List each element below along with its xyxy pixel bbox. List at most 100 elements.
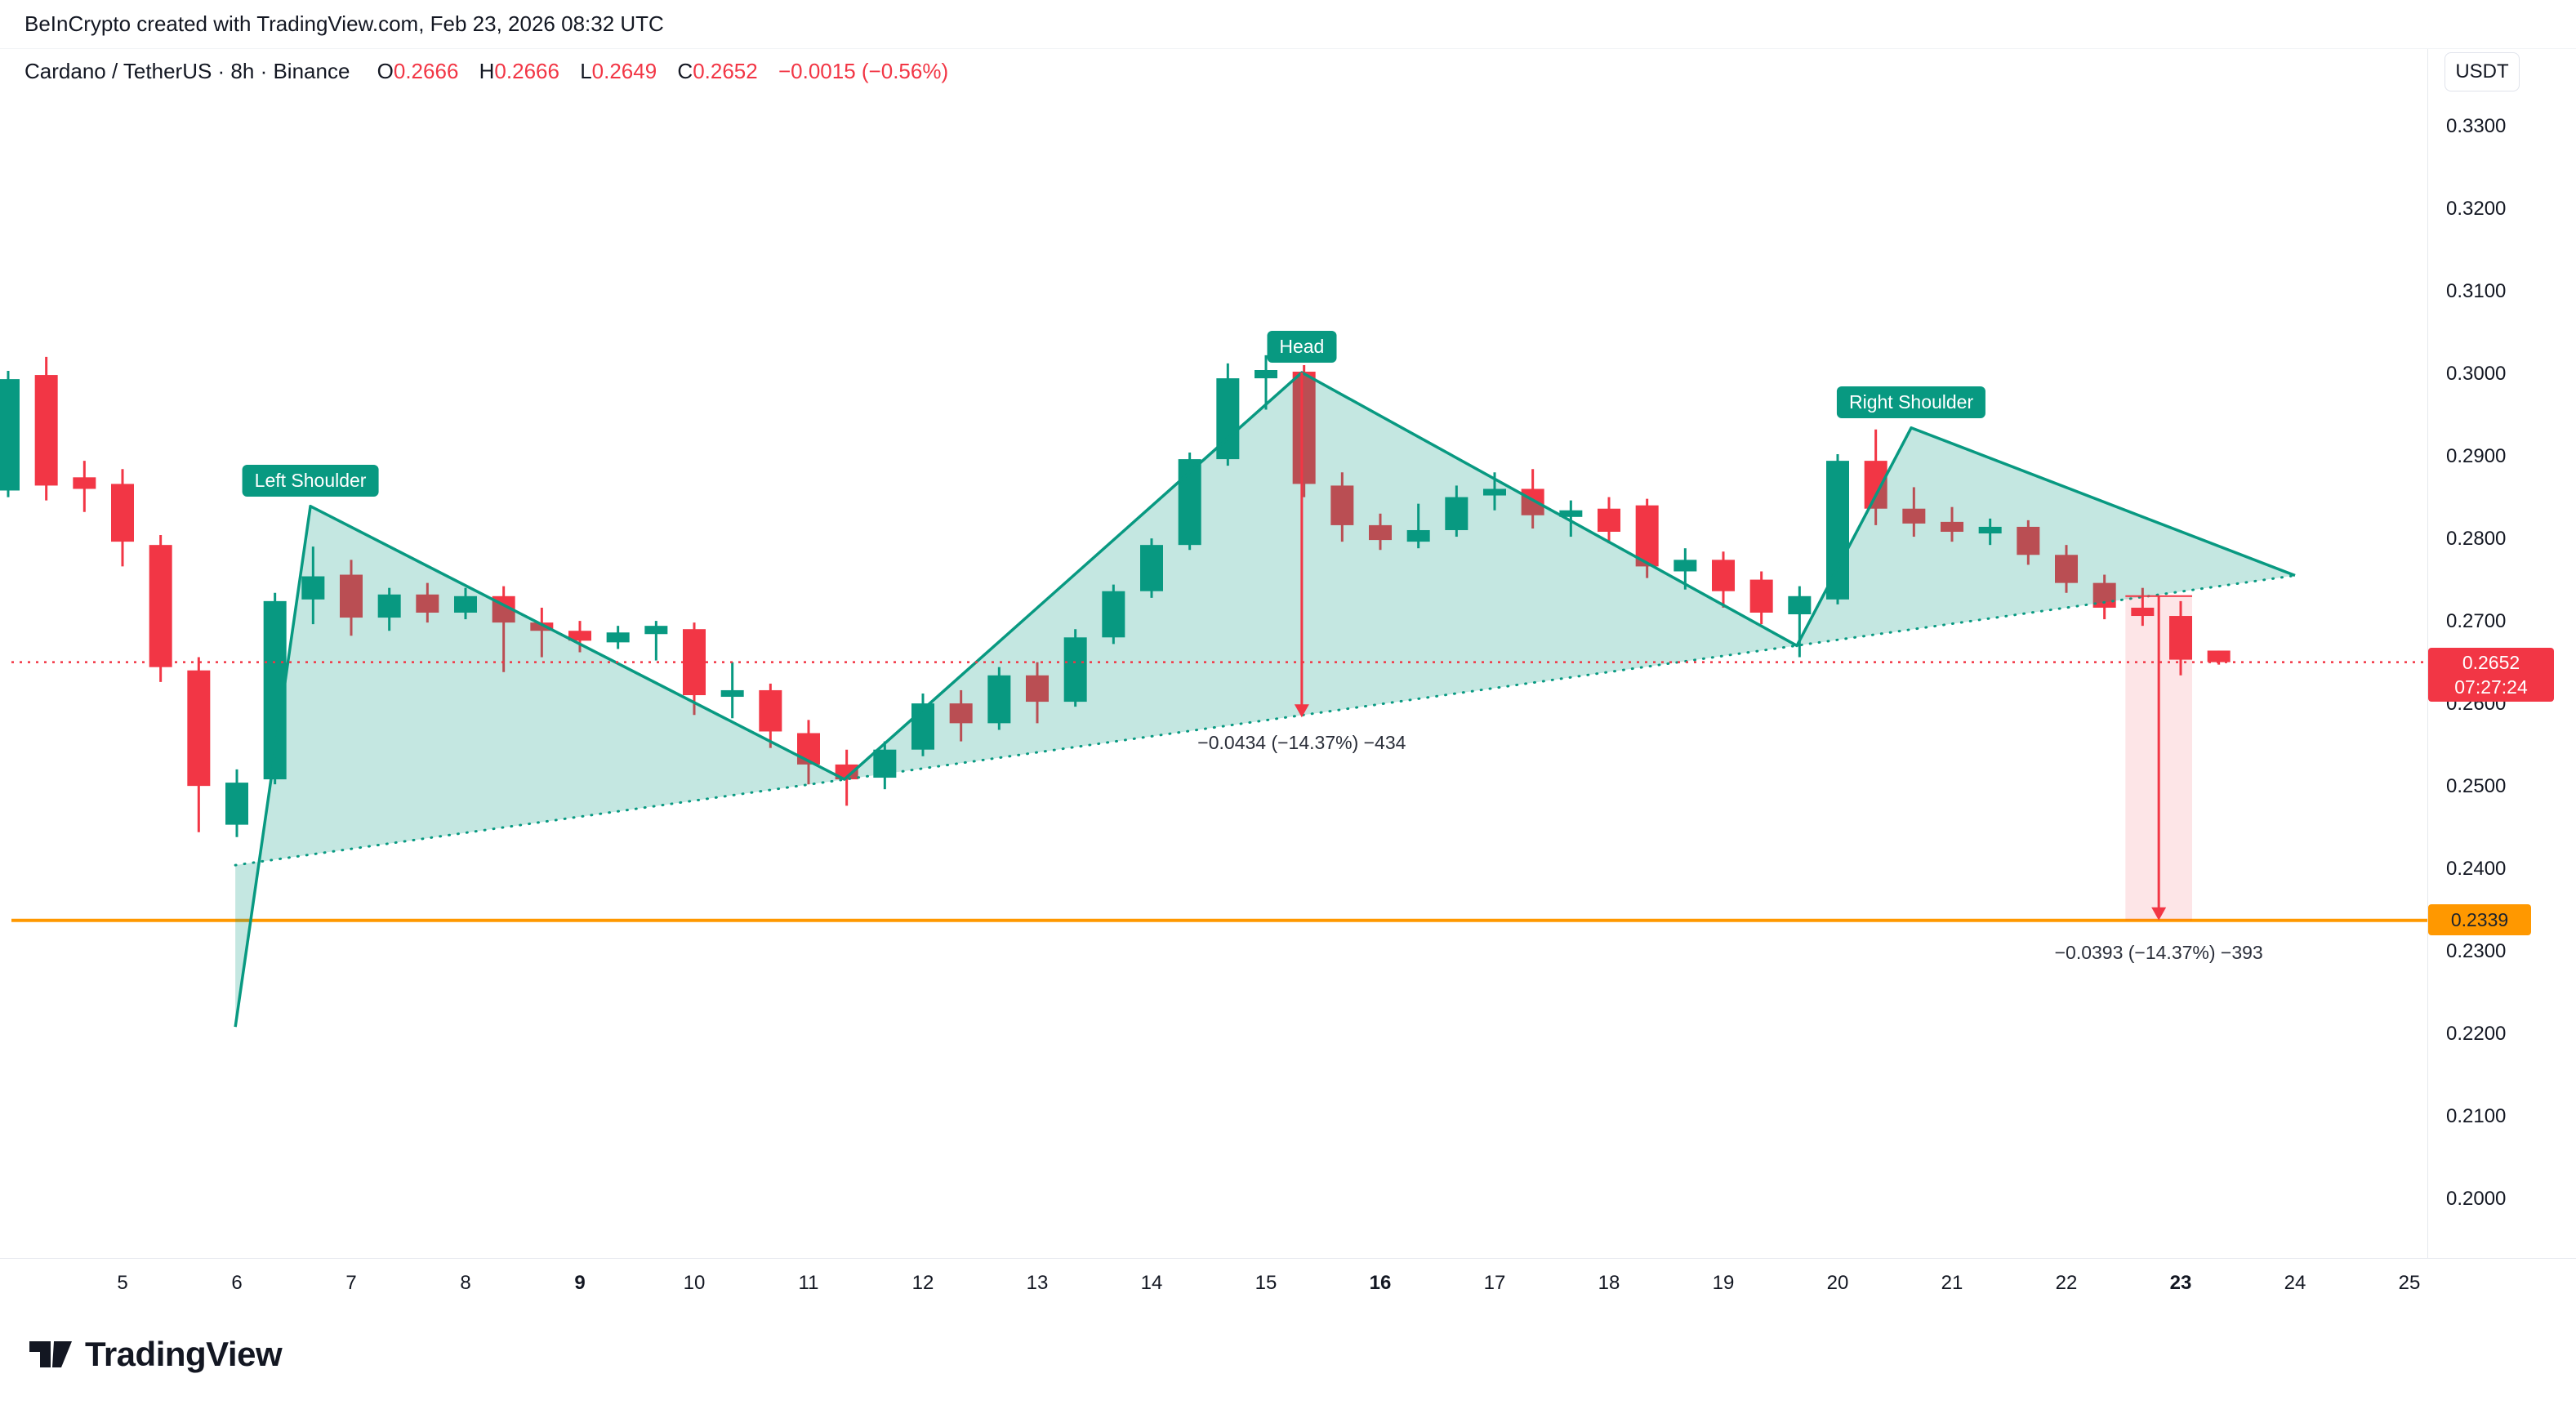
price-tick-label: 0.2000 [2446,1188,2507,1211]
candle [2131,587,2155,627]
price-tick-label: 0.3000 [2446,363,2507,386]
candlestick-chart-canvas[interactable] [0,0,2427,1258]
candle [2092,574,2116,620]
candle [1559,500,1583,537]
candle [340,560,363,636]
tradingview-logo[interactable]: TradingView [29,1335,283,1374]
tradingview-logo-icon [29,1341,72,1367]
change-value: −0.0015 (−0.56%) [778,59,949,83]
date-tick-label: 21 [1941,1272,1963,1294]
candle [1330,472,1354,542]
price-tick-label: 0.2700 [2446,610,2507,633]
date-tick-label: 14 [1140,1272,1163,1294]
date-tick-label: 25 [2398,1272,2421,1294]
current-price-badge: 0.2652 07:27:24 [2428,647,2554,702]
candle [1826,454,1850,604]
candle [1140,538,1164,598]
current-price-value: 0.2652 [2462,651,2520,673]
price-tick-label: 0.2900 [2446,445,2507,468]
pattern-neckline[interactable] [234,574,2297,867]
candle [759,683,782,748]
candle [1369,513,1393,551]
candle [2017,520,2040,565]
candle [377,587,401,631]
price-tick-label: 0.3200 [2446,198,2507,221]
date-tick-label: 7 [345,1272,357,1294]
target-price-badge: 0.2339 [2428,903,2531,935]
candle [1902,487,1926,537]
bar-countdown: 07:27:24 [2454,676,2528,698]
price-tick-label: 0.2500 [2446,775,2507,798]
price-tick-label: 0.2800 [2446,528,2507,551]
price-axis[interactable]: USDT 0.3300 0.3200 0.3100 0.3000 0.2900 0.280… [2427,0,2576,1258]
candle [1749,571,1773,625]
candle [1445,485,1468,537]
candle [1178,453,1201,551]
low-label: L [580,59,592,83]
date-tick-label: 10 [683,1272,706,1294]
candle [530,607,554,658]
candle [606,626,630,649]
date-tick-label: 18 [1598,1272,1620,1294]
attribution-bar: BeInCrypto created with TradingView.com,… [0,0,2576,49]
open-value: 0.2666 [393,59,459,83]
date-tick-label: 22 [2055,1272,2078,1294]
tradingview-logo-text: TradingView [85,1335,283,1373]
candle [301,546,325,625]
date-tick-label: 19 [1712,1272,1735,1294]
candle [149,535,172,682]
head-label[interactable]: Head [1267,331,1337,364]
pattern-fill [235,372,2296,1028]
symbol-title[interactable]: Cardano / TetherUS · 8h · Binance [25,59,350,83]
date-tick-label: 8 [460,1272,471,1294]
candle [1026,662,1050,724]
date-tick-label: 9 [574,1272,586,1294]
close-label: C [677,59,693,83]
candle [568,621,592,653]
candle [1292,364,1316,497]
candle [683,622,706,716]
candle [1978,518,2002,546]
low-value: 0.2649 [591,59,657,83]
date-tick-label: 5 [117,1272,128,1294]
candle [73,461,96,512]
candle [1255,355,1278,410]
target-projection-measure-text: −0.0393 (−14.37%) −393 [2054,941,2263,963]
price-tick-label: 0.2300 [2446,940,2507,963]
price-tick-label: 0.2200 [2446,1023,2507,1046]
date-tick-label: 23 [2169,1272,2192,1294]
candle [1712,551,1736,608]
candle [34,356,58,501]
price-tick-label: 0.2400 [2446,858,2507,881]
symbol-legend: Cardano / TetherUS · 8h · Binance O0.266… [25,59,948,84]
candle [1063,629,1087,707]
high-label: H [479,59,495,83]
date-tick-label: 20 [1826,1272,1849,1294]
right-shoulder-label[interactable]: Right Shoulder [1836,386,1986,418]
head-height-measure-text: −0.0434 (−14.37%) −434 [1197,732,1406,754]
price-tick-label: 0.3300 [2446,115,2507,137]
date-tick-label: 15 [1255,1272,1277,1294]
candle [225,769,249,837]
attribution-text: BeInCrypto created with TradingView.com,… [25,11,664,36]
open-label: O [377,59,394,83]
time-axis[interactable]: 5 6 7 8 9 10 11 12 13 14 15 16 17 18 19 20 21 22 23 24 25 [0,1258,2576,1312]
left-shoulder-label[interactable]: Left Shoulder [242,464,379,497]
candle [1635,498,1659,578]
candle [797,720,821,785]
candle [720,662,744,719]
candle [187,657,211,832]
candle [0,371,20,497]
date-tick-label: 16 [1369,1272,1392,1294]
date-tick-label: 17 [1483,1272,1506,1294]
candle [949,689,973,742]
candle [416,582,439,623]
candle [1788,586,1812,658]
candle [644,621,668,661]
date-tick-label: 13 [1026,1272,1049,1294]
candle [111,469,135,567]
close-value: 0.2652 [693,59,758,83]
price-tick-label: 0.2100 [2446,1105,2507,1128]
currency-button[interactable]: USDT [2445,52,2520,91]
